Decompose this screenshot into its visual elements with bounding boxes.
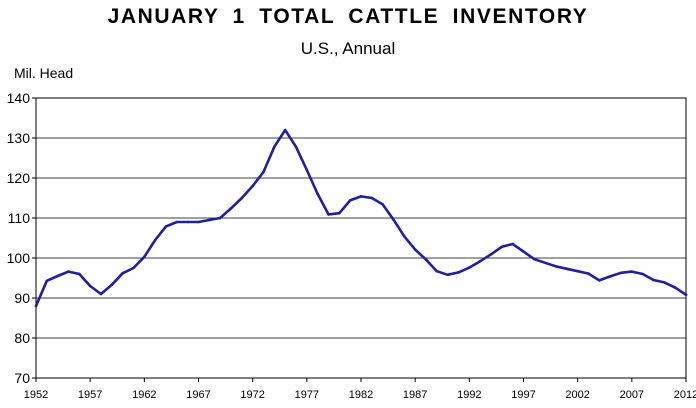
data-point-1965 (175, 220, 179, 224)
data-point-1999 (543, 261, 547, 265)
data-point-1952 (34, 304, 38, 308)
y-tick-label-70: 70 (14, 370, 30, 386)
data-point-1982 (359, 195, 363, 198)
data-point-1985 (392, 218, 395, 221)
data-point-1986 (403, 235, 406, 238)
data-point-2009 (652, 278, 655, 282)
data-point-1956 (78, 272, 81, 276)
data-point-1975 (283, 128, 287, 132)
data-point-1976 (294, 145, 298, 149)
data-point-1972 (251, 184, 254, 188)
data-point-1969 (218, 216, 222, 220)
data-point-1990 (446, 273, 449, 277)
data-point-1971 (240, 196, 244, 200)
y-tick-label-130: 130 (7, 130, 31, 146)
data-point-1955 (67, 270, 70, 273)
data-point-2010 (663, 281, 666, 284)
data-point-1995 (500, 245, 504, 249)
data-point-1970 (229, 207, 233, 210)
chart-title: JANUARY 1 TOTAL CATTLE INVENTORY (107, 5, 589, 28)
y-axis-ticks: 70 80 90 100 110 120 130 140 (7, 90, 36, 386)
data-point-1959 (110, 283, 114, 287)
x-tick-label-1982: 1982 (349, 389, 373, 401)
y-tick-label-110: 110 (8, 210, 31, 226)
x-tick-label-1972: 1972 (240, 389, 264, 401)
data-point-1989 (435, 269, 439, 273)
data-point-2006 (619, 271, 623, 275)
data-point-1998 (533, 257, 536, 261)
data-point-1996 (511, 242, 514, 246)
x-tick-label-1992: 1992 (457, 389, 481, 401)
data-point-2008 (641, 272, 644, 276)
data-point-2000 (554, 265, 558, 268)
data-point-1994 (489, 253, 493, 256)
y-tick-label-90: 90 (14, 290, 30, 306)
data-point-2004 (598, 279, 601, 282)
data-point-2002 (576, 269, 579, 273)
data-point-1997 (522, 250, 525, 253)
data-point-1993 (478, 259, 482, 263)
data-point-2003 (587, 272, 590, 275)
data-point-1962 (143, 255, 146, 259)
data-point-1992 (468, 266, 471, 269)
x-tick-label-1957: 1957 (78, 389, 102, 401)
data-point-1984 (381, 203, 384, 206)
data-point-1983 (370, 196, 374, 200)
grid-lines (36, 137, 686, 339)
data-point-2011 (673, 286, 677, 289)
plot-area-frame (35, 97, 687, 379)
data-point-2001 (565, 267, 569, 271)
data-point-1977 (305, 168, 309, 172)
data-point-1978 (316, 192, 319, 196)
x-tick-label-2012: 2012 (674, 389, 696, 401)
data-point-2005 (608, 275, 612, 278)
data-point-1987 (413, 248, 417, 251)
data-point-1964 (164, 225, 168, 228)
x-tick-label-1967: 1967 (186, 389, 210, 401)
data-point-1974 (273, 145, 276, 149)
data-point-1960 (121, 271, 124, 275)
data-point-1961 (132, 266, 135, 270)
x-tick-label-2007: 2007 (620, 389, 644, 401)
data-point-1991 (457, 271, 460, 274)
series-layer (34, 128, 688, 308)
data-point-1958 (99, 292, 103, 296)
data-point-1981 (348, 199, 352, 202)
data-point-1988 (424, 258, 428, 261)
y-tick-label-100: 100 (7, 250, 31, 266)
data-point-1966 (186, 220, 189, 224)
y-tick-label-120: 120 (7, 170, 31, 186)
data-point-1954 (56, 274, 59, 278)
data-point-1957 (88, 284, 92, 288)
data-point-1968 (208, 218, 211, 222)
y-tick-label-80: 80 (14, 330, 30, 346)
chart-subtitle: U.S., Annual (300, 39, 396, 58)
x-tick-label-1987: 1987 (403, 389, 427, 401)
data-point-1980 (338, 211, 341, 215)
x-tick-label-1997: 1997 (511, 389, 535, 401)
data-point-1967 (197, 220, 200, 224)
data-point-1963 (153, 238, 157, 242)
data-point-1979 (327, 213, 330, 216)
y-tick-label-140: 140 (7, 90, 31, 106)
data-point-2012 (684, 293, 688, 297)
x-tick-label-1977: 1977 (295, 389, 319, 401)
data-point-1953 (45, 279, 49, 283)
x-tick-label-2002: 2002 (565, 389, 589, 401)
data-point-1973 (262, 170, 265, 174)
x-tick-label-1962: 1962 (132, 389, 156, 401)
x-axis-ticks: 1952 1957 1962 1967 1972 1977 1982 1987 1992 1997… (24, 378, 696, 401)
y-axis-label: Mil. Head (14, 65, 74, 81)
data-point-2007 (630, 270, 634, 273)
x-tick-label-1952: 1952 (24, 389, 48, 401)
